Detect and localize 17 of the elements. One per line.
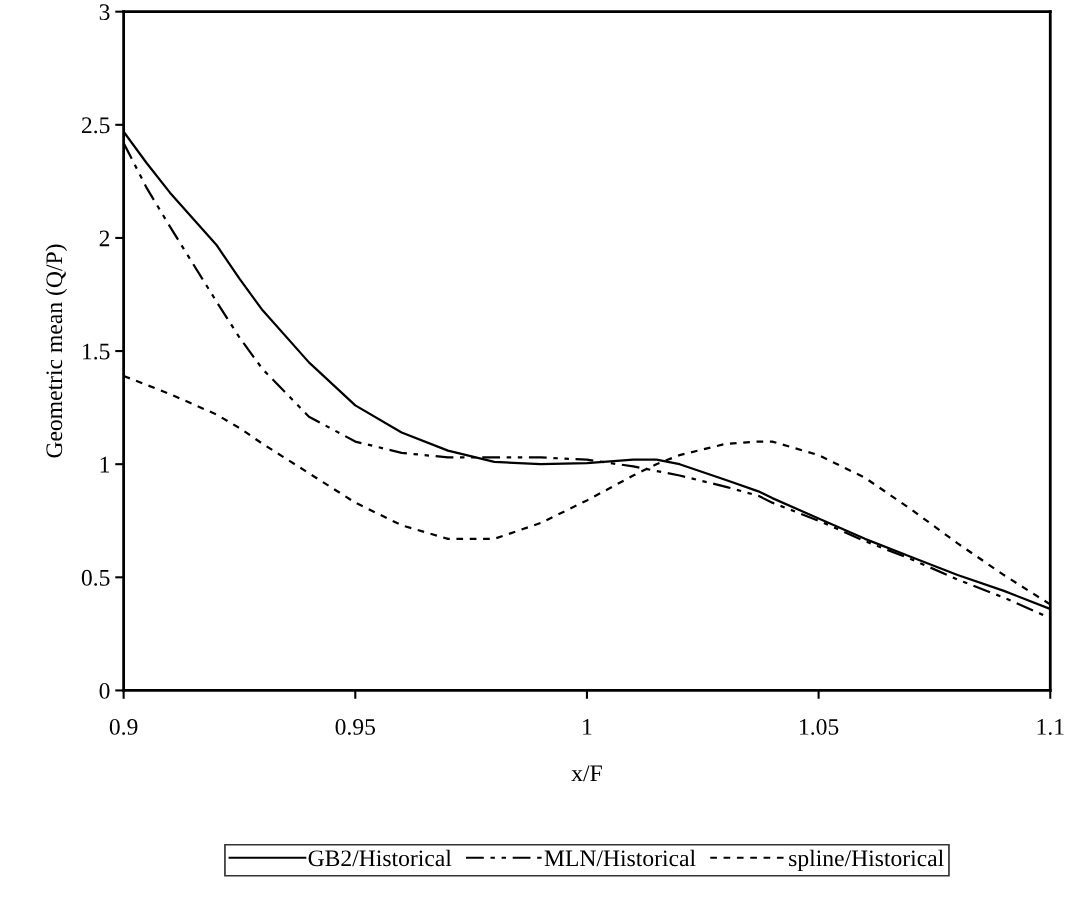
x-tick-label: 0.95 (335, 718, 376, 735)
y-tick-label: 0.5 (81, 569, 110, 586)
y-tick-label: 0 (99, 682, 110, 699)
y-tick-label: 2.5 (81, 117, 110, 134)
y-tick-label: 3 (99, 4, 110, 21)
y-axis-title: Geometric mean (Q/P) (45, 244, 68, 458)
y-tick-label: 1.5 (82, 343, 110, 360)
legend-label: spline/Historical (789, 849, 944, 872)
y-tick-label: 2 (99, 230, 110, 247)
x-tick-label: 1 (583, 719, 592, 735)
x-tick-label: 0.9 (109, 718, 138, 735)
x-tick-label: 1.05 (800, 718, 839, 735)
y-tick-label: 1 (100, 456, 110, 473)
legend-label: GB2/Historical (308, 849, 452, 867)
x-tick-label: 1.1 (1037, 719, 1064, 735)
legend-label: MLN/Historical (544, 849, 696, 867)
x-axis-title: x/F (571, 765, 602, 782)
